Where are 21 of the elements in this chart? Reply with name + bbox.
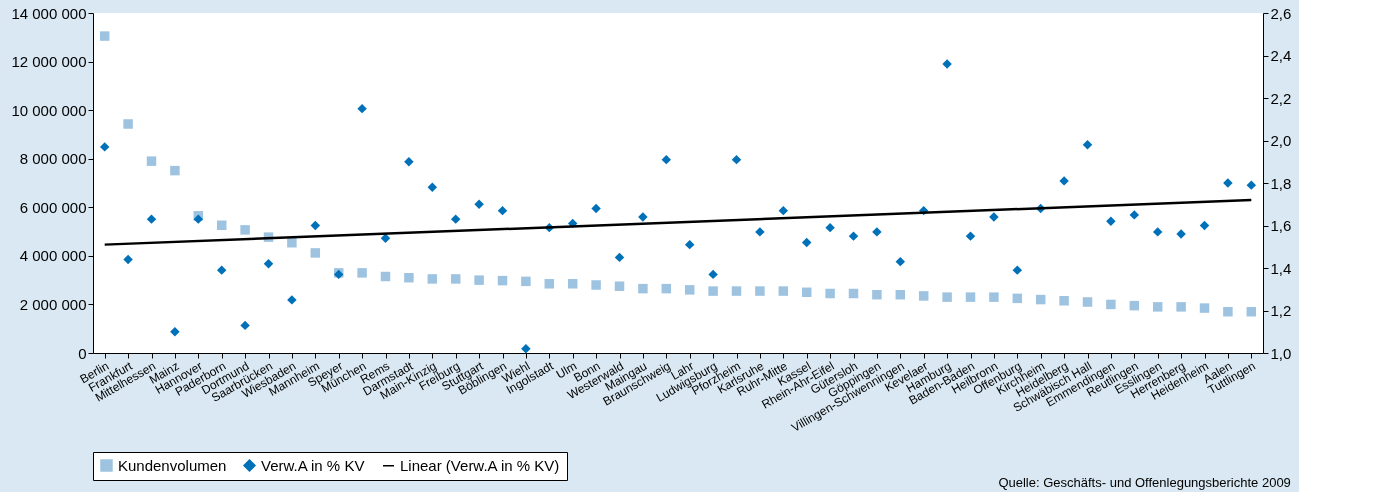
y2-tick-label: 1,6 [1270,217,1292,234]
y-tick-label: 14 000 000 [11,4,87,22]
y-tick-label: 8 000 000 [19,150,87,168]
y2-tick-label: 1,4 [1270,259,1292,277]
legend-label: Verw.A in % KV [261,456,365,474]
y2-tick-label: 1,2 [1270,302,1292,319]
y-tick-label: 2 000 000 [19,295,87,313]
y2-tick-label: 2,4 [1270,47,1292,64]
y-tick-label: 10 000 000 [11,101,87,119]
y2-tick-label: 2,2 [1270,89,1292,107]
y2-tick-label: 1,0 [1270,344,1292,362]
legend-label: Kundenvolumen [118,456,227,474]
source-note: Quelle: Geschäfts- und Offenlegungsberichte 2009 [998,474,1291,490]
y2-tick-label: 1,8 [1270,174,1292,192]
y2-tick-label: 2,6 [1270,4,1292,22]
y-tick-label: 0 [78,344,87,362]
y-tick-label: 12 000 000 [11,53,87,71]
y2-tick-label: 2,0 [1270,132,1292,149]
legend-label: Linear (Verw.A in % KV) [400,456,560,474]
y-tick-label: 6 000 000 [19,198,87,216]
y-tick-label: 4 000 000 [19,247,87,265]
